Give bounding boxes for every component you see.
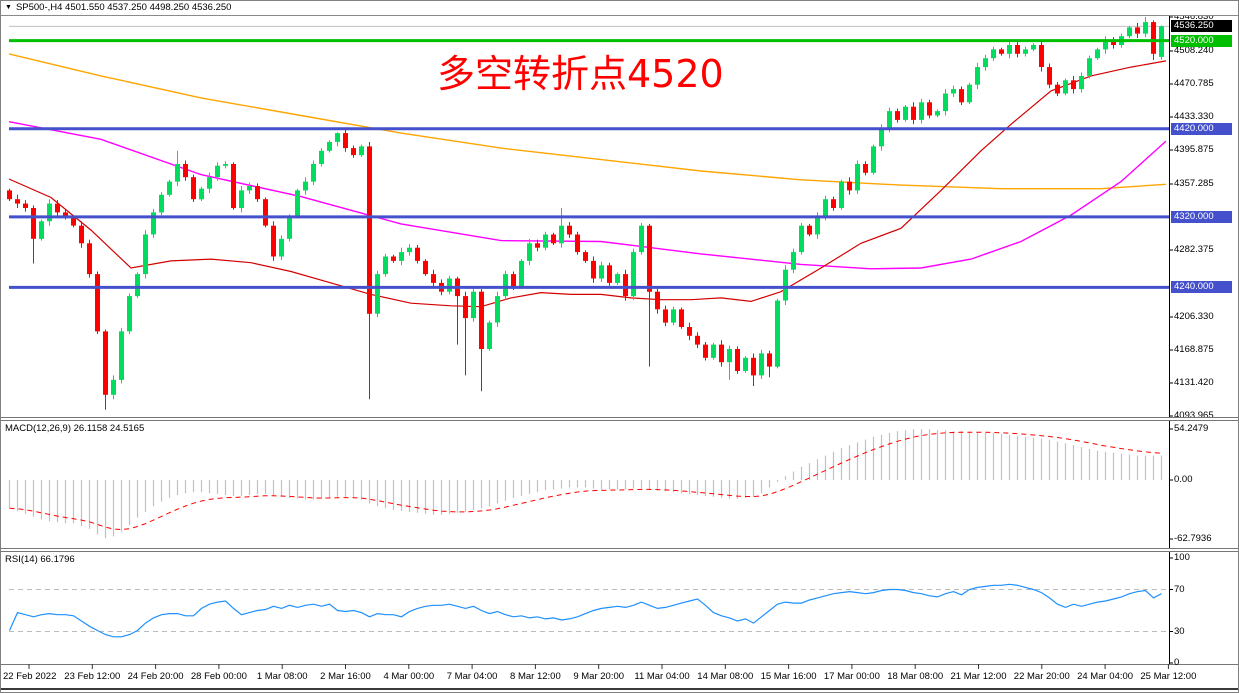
candlestick-series <box>7 17 1164 410</box>
ma-mid-magenta <box>8 121 1167 270</box>
macd-histogram <box>8 429 1163 539</box>
chart-annotation-text[interactable]: 多空转折点4520 <box>437 52 724 96</box>
rsi-line <box>8 583 1162 638</box>
ma-fast-red <box>8 60 1167 308</box>
macd-signal-line <box>9 431 1162 531</box>
rsi-indicator-label: RSI(14) 66.1796 <box>5 554 75 565</box>
window-bottom-edge <box>1 688 1238 690</box>
ma-slow-orange <box>8 53 1167 190</box>
horizontal-lines-layer[interactable] <box>9 39 1169 289</box>
symbol-ohlc-text: SP500-,H4 4501.550 4537.250 4498.250 453… <box>15 2 232 13</box>
macd-indicator-label: MACD(12,26,9) 26.1158 24.5165 <box>5 423 145 434</box>
symbol-bar: ▼ SP500-,H4 4501.550 4537.250 4498.250 45… <box>1 1 1238 16</box>
symbol-dropdown-icon[interactable]: ▼ <box>5 4 12 11</box>
moving-averages-layer <box>8 53 1167 308</box>
pane-splitter-rsi[interactable] <box>1 548 1238 552</box>
pane-splitter-macd[interactable] <box>1 417 1238 421</box>
